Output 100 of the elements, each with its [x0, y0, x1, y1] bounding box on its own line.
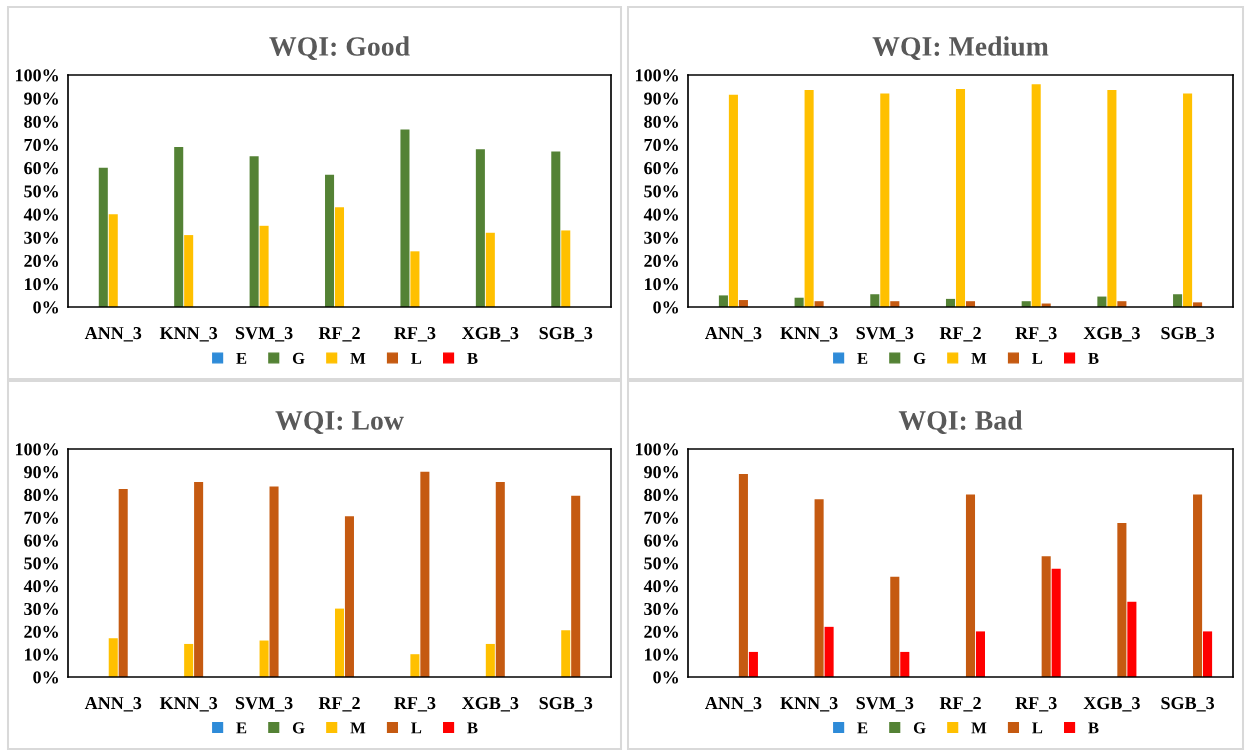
y-tick-label: 80%	[24, 115, 58, 128]
bar	[718, 295, 728, 307]
bar	[249, 156, 259, 307]
y-tick-label: 50%	[24, 557, 58, 570]
y-tick-label: 70%	[24, 138, 58, 152]
bar	[1183, 93, 1193, 307]
bar	[728, 94, 738, 307]
y-tick-label: 10%	[25, 648, 58, 661]
legend-label: E	[857, 722, 868, 734]
bar	[420, 471, 430, 677]
x-tick-label: RF_3	[394, 697, 436, 712]
x-tick-label: RF_3	[394, 327, 436, 342]
bar	[880, 93, 890, 307]
x-tick-label: SVM_3	[856, 327, 914, 342]
y-tick-label: 10%	[645, 648, 678, 661]
x-tick-label: RF_3	[1015, 327, 1057, 342]
legend-label: E	[236, 722, 247, 734]
y-tick-label: 40%	[643, 580, 678, 593]
y-tick-label: 70%	[24, 511, 58, 524]
bar	[571, 495, 581, 677]
y-tick-label: 50%	[644, 185, 678, 198]
x-tick-label: RF_2	[318, 327, 360, 342]
legend-label: L	[1032, 352, 1043, 364]
x-tick-label: XGB_3	[462, 697, 519, 712]
bar	[118, 488, 128, 677]
bar	[955, 88, 966, 307]
y-tick-label: 80%	[24, 488, 58, 502]
x-tick-label: KNN_3	[780, 327, 838, 342]
bar	[410, 654, 420, 677]
legend-label: G	[913, 722, 926, 734]
x-tick-label: KNN_3	[780, 697, 838, 712]
y-tick-label: 20%	[644, 625, 678, 638]
y-tick-label: 30%	[24, 602, 58, 616]
bar	[485, 232, 495, 307]
bar	[485, 643, 495, 677]
x-tick-label: ANN_3	[84, 327, 142, 342]
bar	[259, 640, 269, 677]
y-tick-label: 20%	[644, 254, 678, 268]
legend-label: M	[971, 722, 987, 734]
legend-label: L	[411, 352, 422, 364]
y-tick-label: 30%	[644, 602, 678, 616]
y-tick-label: 90%	[644, 466, 678, 479]
x-tick-label: RF_3	[1015, 697, 1057, 712]
x-tick-label: XGB_3	[1083, 697, 1140, 712]
bar	[824, 626, 834, 677]
y-tick-label: 40%	[23, 580, 58, 593]
legend-label: B	[467, 352, 478, 364]
x-tick-label: XGB_3	[462, 327, 519, 342]
y-tick-label: 50%	[644, 557, 678, 570]
bar	[334, 207, 345, 307]
y-tick-label: 20%	[24, 254, 58, 268]
chart-title: WQI: Good	[269, 36, 410, 61]
x-tick-label: SVM_3	[856, 697, 914, 712]
y-tick-label: 0%	[33, 301, 58, 314]
bar	[870, 294, 880, 307]
y-tick-label: 100%	[635, 69, 678, 82]
y-tick-label: 80%	[644, 115, 678, 128]
x-tick-label: ANN_3	[705, 327, 762, 342]
legend-label: L	[411, 722, 422, 734]
y-tick-label: 60%	[24, 534, 58, 547]
legend-label: G	[292, 722, 305, 734]
x-tick-label: SGB_3	[1161, 327, 1215, 342]
legend-label: E	[857, 352, 868, 364]
bar	[259, 225, 269, 307]
y-tick-label: 0%	[653, 671, 678, 684]
bar	[1051, 568, 1061, 677]
bar	[184, 643, 194, 677]
x-tick-label: ANN_3	[84, 697, 142, 712]
bar	[1127, 601, 1137, 677]
x-tick-label: SVM_3	[235, 327, 293, 342]
bar	[1117, 523, 1127, 677]
legend-label: B	[1088, 722, 1099, 734]
y-tick-label: 30%	[24, 231, 58, 244]
bar	[551, 151, 561, 307]
x-tick-label: KNN_3	[159, 327, 218, 342]
bar	[325, 174, 335, 307]
bar	[1193, 494, 1203, 677]
bar	[108, 638, 118, 677]
x-tick-label: KNN_3	[159, 697, 218, 712]
bar	[975, 631, 986, 677]
y-tick-label: 100%	[15, 443, 58, 456]
y-tick-label: 60%	[644, 534, 678, 547]
x-tick-label: ANN_3	[705, 697, 762, 712]
y-tick-label: 0%	[33, 671, 58, 684]
y-tick-label: 50%	[24, 185, 58, 198]
bar	[1203, 631, 1213, 677]
bar	[495, 482, 505, 677]
bar	[475, 149, 485, 307]
y-tick-label: 0%	[653, 301, 678, 314]
legend-label: M	[350, 722, 366, 734]
bar	[174, 146, 184, 307]
x-tick-label: XGB_3	[1083, 327, 1140, 342]
bar	[344, 516, 354, 677]
y-tick-label: 80%	[644, 488, 678, 502]
bar	[561, 630, 571, 677]
bar	[410, 251, 420, 307]
y-tick-label: 10%	[25, 278, 58, 291]
y-tick-label: 20%	[24, 625, 58, 638]
y-tick-label: 40%	[643, 208, 678, 221]
bar	[748, 651, 758, 677]
